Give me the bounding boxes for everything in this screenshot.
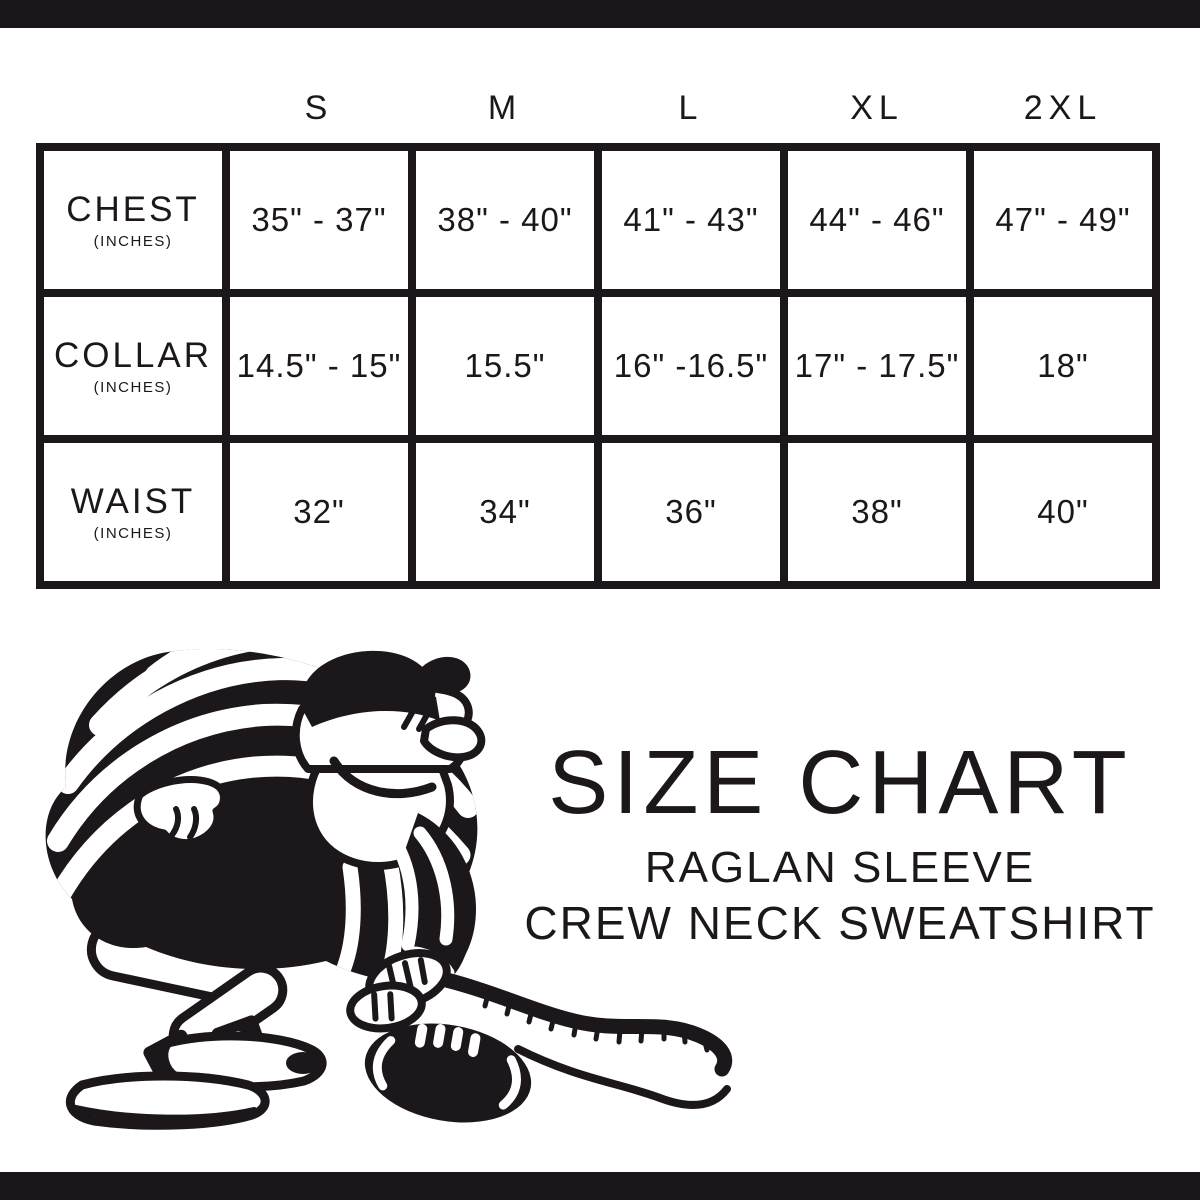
smile — [329, 756, 437, 799]
cell-value: 40" — [1037, 493, 1089, 530]
page-title: SIZE CHART — [548, 733, 1132, 833]
bottom-border-bar — [0, 1172, 1200, 1200]
row-sublabel: (INCHES) — [93, 233, 173, 250]
table-cell-waist-xl: 38" — [788, 443, 966, 581]
eye — [401, 708, 416, 730]
row-label: WAIST — [70, 482, 196, 521]
cell-value: 36" — [665, 493, 717, 530]
cell-value: 34" — [479, 493, 531, 530]
subtitle-raglan-sleeve: RAGLAN SLEEVE — [644, 842, 1036, 892]
table-cell-collar-xl: 17" - 17.5" — [788, 297, 966, 435]
football — [364, 1023, 532, 1123]
legs-and-shoes — [65, 917, 327, 1130]
cell-value: 38" - 40" — [437, 201, 573, 238]
cell-value: 41" - 43" — [623, 201, 759, 238]
left-hand — [133, 776, 227, 847]
cell-value: 44" - 46" — [809, 201, 945, 238]
size-header-2xl: 2XL — [1023, 88, 1103, 127]
title-block: SIZE CHART RAGLAN SLEEVE CREW NECK SWEAT… — [515, 733, 1165, 950]
hands — [346, 949, 451, 1033]
football-laces — [414, 1023, 481, 1058]
table-cell-chest-s: 35" - 37" — [230, 151, 408, 289]
row-sublabel: (INCHES) — [93, 379, 173, 396]
size-header-l: L — [678, 88, 704, 127]
size-header-xl: XL — [850, 88, 904, 127]
cell-value: 16" -16.5" — [613, 347, 769, 384]
cell-value: 47" - 49" — [995, 201, 1131, 238]
table-cell-chest-m: 38" - 40" — [416, 151, 594, 289]
table-cell-waist-l: 36" — [602, 443, 780, 581]
referee-hiking-football-illustration — [45, 649, 733, 1130]
table-cell-collar-m: 15.5" — [416, 297, 594, 435]
row-label: COLLAR — [53, 336, 213, 375]
table-cell-waist-2xl: 40" — [974, 443, 1152, 581]
row-header-chest: CHEST (INCHES) — [44, 151, 222, 289]
row-header-waist: WAIST (INCHES) — [44, 443, 222, 581]
size-header-spacer — [44, 88, 222, 128]
table-cell-waist-m: 34" — [416, 443, 594, 581]
size-header-m: M — [487, 88, 523, 127]
cell-value: 14.5" - 15" — [236, 347, 402, 384]
cell-value: 17" - 17.5" — [794, 347, 960, 384]
whistle-cord — [426, 969, 733, 1109]
row-label: CHEST — [66, 190, 200, 229]
table-cell-waist-s: 32" — [230, 443, 408, 581]
row-header-collar: COLLAR (INCHES) — [44, 297, 222, 435]
cap-brim — [422, 656, 471, 695]
table-cell-chest-xl: 44" - 46" — [788, 151, 966, 289]
cap-band — [300, 686, 440, 727]
table-cell-chest-l: 41" - 43" — [602, 151, 780, 289]
size-header-row: S M L XL 2XL — [44, 88, 1152, 128]
row-sublabel: (INCHES) — [93, 525, 173, 542]
cell-value: 38" — [851, 493, 903, 530]
subtitle-crew-neck-sweatshirt: CREW NECK SWEATSHIRT — [524, 897, 1156, 950]
nose — [420, 716, 486, 762]
cell-value: 18" — [1037, 347, 1089, 384]
size-table: CHEST (INCHES) 35" - 37" 38" - 40" 41" -… — [36, 143, 1160, 589]
table-cell-collar-s: 14.5" - 15" — [230, 297, 408, 435]
table-cell-chest-2xl: 47" - 49" — [974, 151, 1152, 289]
cell-value: 15.5" — [464, 347, 546, 384]
cell-value: 35" - 37" — [251, 201, 387, 238]
table-cell-collar-l: 16" -16.5" — [602, 297, 780, 435]
top-border-bar — [0, 0, 1200, 28]
size-header-s: S — [304, 88, 334, 127]
cell-value: 32" — [293, 493, 345, 530]
table-cell-collar-2xl: 18" — [974, 297, 1152, 435]
